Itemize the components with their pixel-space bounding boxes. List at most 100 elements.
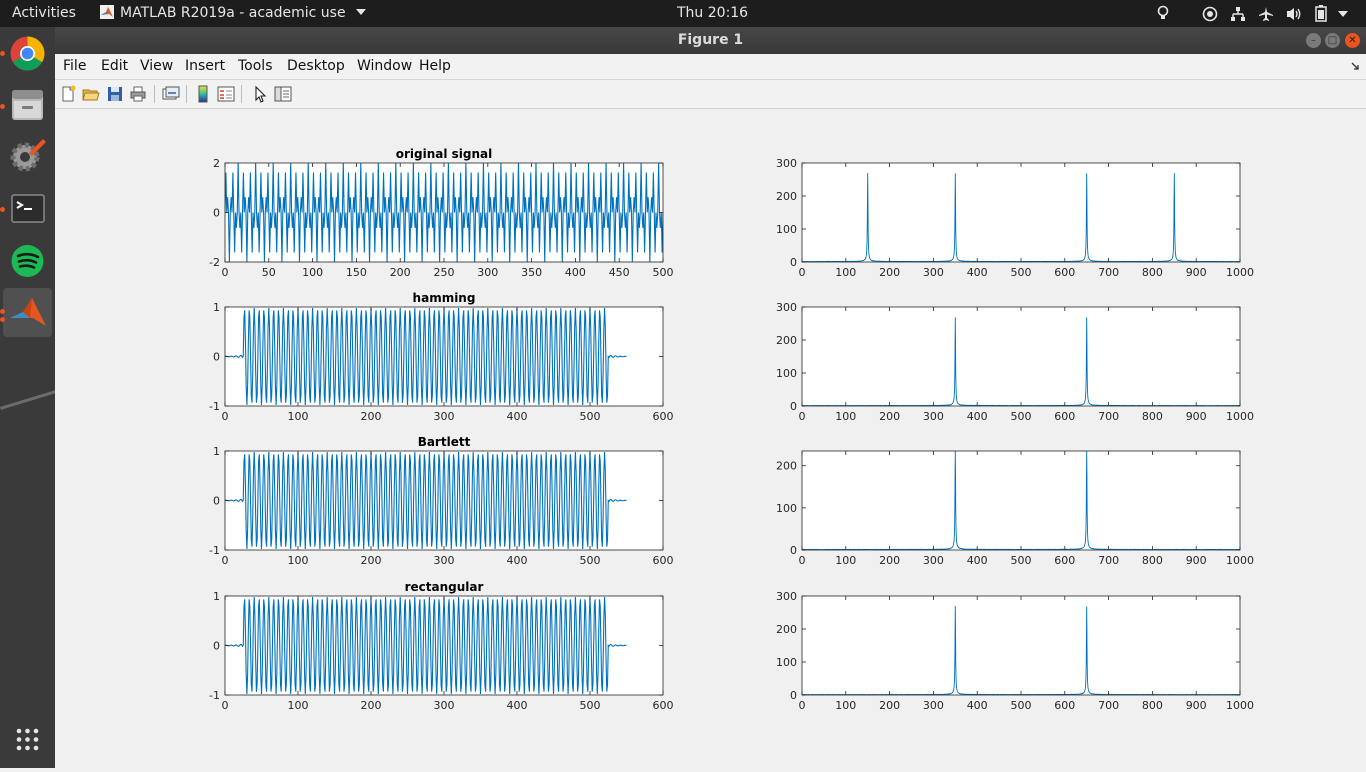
x-tick-label: 100 — [835, 266, 856, 279]
airplane-mode-icon[interactable] — [1258, 5, 1274, 22]
app-menu[interactable]: MATLAB R2019a - academic use — [100, 0, 367, 27]
activities-button[interactable]: Activities — [12, 5, 76, 21]
y-tick-label: 0 — [790, 689, 797, 702]
x-tick-label: 400 — [507, 554, 528, 567]
x-tick-label: 200 — [879, 266, 900, 279]
x-tick-label: 500 — [1011, 266, 1032, 279]
clock[interactable]: Thu 20:16 — [677, 5, 749, 21]
y-tick-label: 0 — [213, 640, 220, 653]
legend-icon[interactable] — [216, 84, 236, 104]
y-tick-label: 0 — [790, 256, 797, 269]
maximize-icon: □ — [1327, 35, 1338, 46]
battery-icon[interactable] — [1315, 5, 1327, 22]
x-tick-label: 700 — [1098, 554, 1119, 567]
window-titlebar[interactable]: Figure 1 – □ ✕ — [55, 27, 1366, 54]
system-menu-chevron-icon[interactable] — [1338, 11, 1348, 17]
show-apps-icon[interactable] — [3, 717, 52, 766]
property-inspector-icon[interactable] — [273, 84, 293, 104]
menu-edit[interactable]: Edit — [101, 58, 129, 74]
settings-icon[interactable] — [3, 131, 52, 180]
x-tick-label: 200 — [390, 266, 411, 279]
x-tick-label: 300 — [923, 554, 944, 567]
menu-tools[interactable]: Tools — [238, 58, 273, 74]
menu-desktop[interactable]: Desktop — [287, 58, 345, 74]
x-tick-label: 700 — [1098, 699, 1119, 712]
matlab-icon[interactable] — [3, 288, 52, 337]
x-tick-label: 350 — [521, 266, 542, 279]
x-tick-label: 100 — [288, 554, 309, 567]
x-tick-label: 400 — [967, 266, 988, 279]
location-icon[interactable] — [1202, 5, 1218, 22]
open-file-icon[interactable] — [81, 84, 101, 104]
axes-background — [225, 596, 663, 695]
network-icon[interactable] — [1230, 5, 1246, 22]
new-figure-icon[interactable] — [58, 84, 78, 104]
y-tick-label: 0 — [790, 400, 797, 413]
dock-figure-icon[interactable] — [1351, 62, 1360, 71]
x-tick-label: 0 — [222, 554, 229, 567]
x-tick-label: 300 — [923, 266, 944, 279]
chevron-down-icon — [356, 9, 367, 15]
app-menu-label: MATLAB R2019a - academic use — [120, 5, 346, 21]
x-tick-label: 500 — [1011, 699, 1032, 712]
menu-window[interactable]: Window — [357, 58, 413, 74]
menu-help[interactable]: Help — [419, 58, 451, 74]
x-tick-label: 150 — [346, 266, 367, 279]
axes-7: 0 100 200 300 400 500 600 700 800 900 1000 0 100 200 3… — [776, 590, 1254, 712]
x-tick-label: 300 — [477, 266, 498, 279]
data-line — [225, 307, 627, 406]
x-tick-label: 100 — [288, 410, 309, 423]
y-tick-label: 200 — [776, 334, 797, 347]
x-tick-label: 500 — [653, 266, 674, 279]
print-icon[interactable] — [128, 84, 148, 104]
axes-background — [225, 307, 663, 406]
x-tick-label: 500 — [1011, 554, 1032, 567]
x-tick-label: 1000 — [1226, 410, 1254, 423]
terminal-icon[interactable] — [3, 184, 52, 233]
colorbar-icon[interactable] — [193, 84, 213, 104]
x-tick-label: 250 — [434, 266, 455, 279]
axes-background — [225, 451, 663, 550]
x-tick-label: 400 — [967, 410, 988, 423]
x-tick-label: 0 — [799, 266, 806, 279]
files-icon[interactable] — [3, 80, 52, 129]
x-tick-label: 100 — [302, 266, 323, 279]
chrome-icon[interactable] — [3, 29, 52, 78]
toolbar-separator — [186, 85, 187, 103]
x-tick-label: 600 — [1054, 266, 1075, 279]
save-icon[interactable] — [105, 84, 125, 104]
y-tick-label: 0 — [213, 351, 220, 364]
figure-canvas: 0 50 100 150 200 250 300 350 400 450 500 -2 0 2 origin… — [55, 109, 1366, 768]
data-line — [225, 163, 663, 262]
volume-icon[interactable] — [1285, 5, 1303, 22]
x-tick-label: 500 — [580, 410, 601, 423]
x-tick-label: 600 — [1054, 410, 1075, 423]
x-tick-label: 400 — [507, 410, 528, 423]
axes-title: Bartlett — [418, 435, 471, 449]
x-tick-label: 300 — [434, 554, 455, 567]
edit-plot-arrow-icon[interactable] — [250, 84, 270, 104]
lightbulb-icon[interactable] — [1156, 5, 1170, 22]
x-tick-label: 1000 — [1226, 699, 1254, 712]
spotify-icon[interactable] — [3, 235, 52, 284]
x-tick-label: 800 — [1142, 410, 1163, 423]
x-tick-label: 0 — [222, 266, 229, 279]
minimize-button[interactable]: – — [1306, 33, 1321, 48]
menu-insert[interactable]: Insert — [185, 58, 226, 74]
x-tick-label: 400 — [507, 699, 528, 712]
axes-0: 0 50 100 150 200 250 300 350 400 450 500-202origin… — [209, 147, 673, 279]
x-tick-label: 600 — [653, 699, 674, 712]
close-button[interactable]: ✕ — [1345, 33, 1360, 48]
maximize-button[interactable]: □ — [1325, 33, 1340, 48]
x-tick-label: 0 — [799, 554, 806, 567]
menu-file[interactable]: File — [63, 58, 87, 74]
x-tick-label: 800 — [1142, 266, 1163, 279]
figure-toolbar — [55, 80, 1366, 109]
link-plot-icon[interactable] — [161, 84, 181, 104]
axes-1: 0 100 200 300 400 500 600 700 800 900 1000 0 100 200 3… — [776, 157, 1254, 279]
x-tick-label: 700 — [1098, 266, 1119, 279]
menu-view[interactable]: View — [140, 58, 174, 74]
axes-background — [802, 451, 1240, 550]
data-line — [225, 596, 627, 695]
